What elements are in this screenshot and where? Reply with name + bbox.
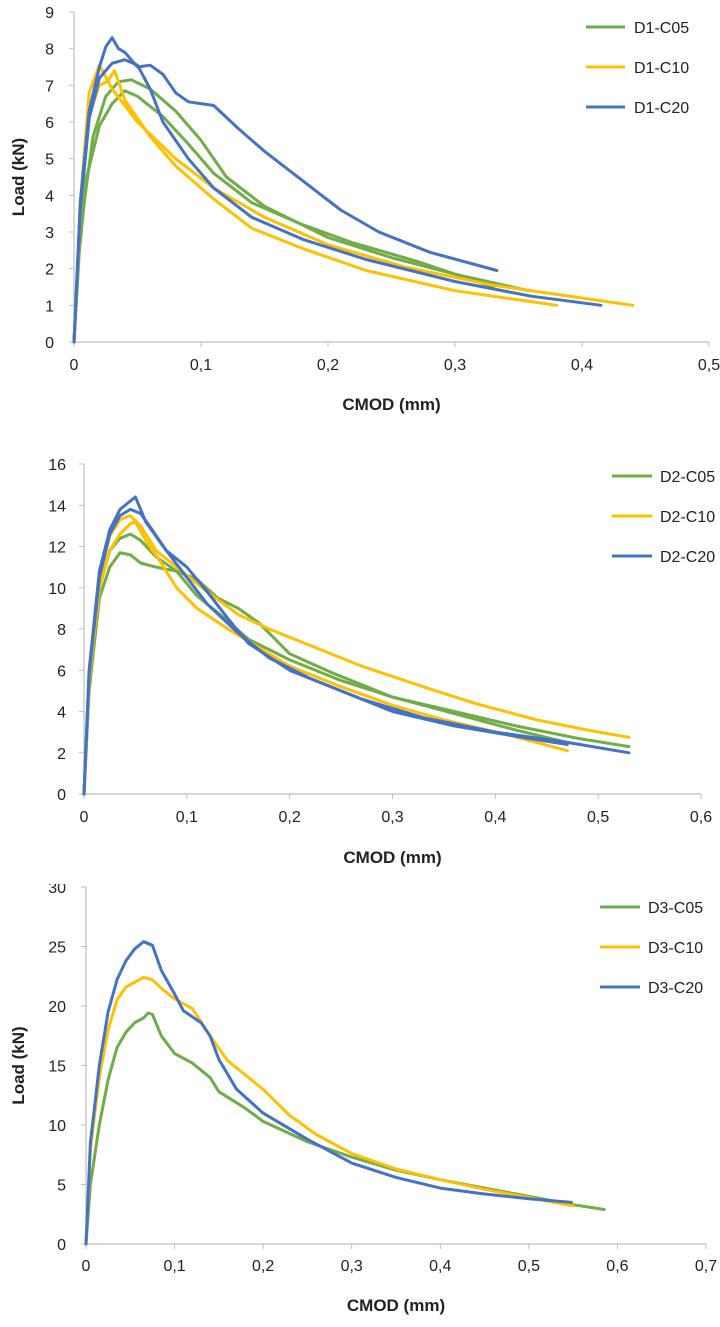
x-axis-title: CMOD (mm) — [342, 395, 440, 414]
series-d2-c20 — [82, 495, 631, 796]
y-tick-label: 6 — [57, 663, 66, 680]
y-tick-label: 20 — [48, 999, 66, 1016]
y-tick-label: 14 — [48, 498, 66, 515]
x-tick-label: 0,5 — [518, 1258, 540, 1275]
x-tick-label: 0 — [82, 1258, 91, 1275]
series-d3-c20 — [84, 940, 573, 1246]
x-tick-label: 0,1 — [163, 1258, 185, 1275]
x-tick-label: 0,4 — [571, 357, 593, 374]
chart-panel-d3: 0 5 10 15 20 25 30 0 0,1 0,2 0,3 0,4 0,5 0,6 0,7 CMOD (… — [0, 884, 720, 1326]
legend-label-d2-c05: D2-C05 — [660, 469, 715, 486]
y-tick-label: 16 — [48, 457, 66, 474]
legend-label-d2-c10: D2-C10 — [660, 509, 715, 526]
y-tick-label: 9 — [45, 5, 54, 22]
x-axis-title: CMOD (mm) — [343, 848, 441, 867]
series-d2-c10 — [82, 514, 631, 796]
x-tick-label: 0 — [70, 357, 79, 374]
y-tick-label: 30 — [48, 884, 66, 897]
y-tick-label: 15 — [48, 1059, 66, 1076]
series-line-d2-c20-1 — [82, 495, 569, 796]
legend-label-d3-c05: D3-C05 — [648, 900, 703, 917]
legend-label-d3-c10: D3-C10 — [648, 940, 703, 957]
y-tick-label: 12 — [48, 540, 66, 557]
series-line-d3-c10-1 — [84, 975, 575, 1246]
y-tick-label: 4 — [45, 188, 54, 205]
series-d1-c20 — [72, 36, 603, 344]
y-tick-label: 0 — [45, 335, 54, 352]
series-d3-c05 — [84, 1011, 606, 1246]
y-axis-title: Load (kN) — [9, 138, 28, 216]
y-tick-label: 6 — [45, 115, 54, 132]
legend-label-d2-c20: D2-C20 — [660, 549, 715, 566]
y-tick-label: 10 — [48, 581, 66, 598]
x-tick-label: 0,1 — [190, 357, 212, 374]
x-tick-label: 0,2 — [279, 809, 301, 826]
y-tick-label: 8 — [45, 42, 54, 59]
legend-label-d1-c10: D1-C10 — [634, 60, 689, 77]
x-tick-label: 0,2 — [317, 357, 339, 374]
y-tick-label: 1 — [45, 298, 54, 315]
x-tick-label: 0,3 — [381, 809, 403, 826]
series-line-d1-c10-2 — [72, 63, 635, 344]
x-tick-label: 0,6 — [690, 809, 712, 826]
y-tick-label: 0 — [57, 787, 66, 804]
x-tick-label: 0,4 — [484, 809, 506, 826]
series-line-d1-c05-2 — [72, 78, 531, 344]
series-line-d3-c05-1 — [84, 1011, 606, 1246]
chart-d1: 0 1 2 3 4 5 6 7 8 9 0 0,1 0,2 0,3 0,4 0,5 CMOD (mm) Load … — [9, 5, 720, 414]
series-d1-c05 — [72, 78, 531, 344]
legend-label-d3-c20: D3-C20 — [648, 980, 703, 997]
y-tick-label: 2 — [45, 262, 54, 279]
series-d3-c10 — [84, 975, 575, 1246]
legend-label-d1-c05: D1-C05 — [634, 20, 689, 37]
y-tick-label: 8 — [57, 622, 66, 639]
chart-d2: 0 2 4 6 8 10 12 14 16 0 0,1 0,2 0,3 0,4 0,5 0,6 CMOD (mm… — [48, 457, 715, 867]
chart-panel-d2: 0 2 4 6 8 10 12 14 16 0 0,1 0,2 0,3 0,4 0,5 0,6 CMOD (mm… — [0, 442, 720, 884]
x-tick-label: 0,3 — [341, 1258, 363, 1275]
series-line-d1-c20-2 — [72, 58, 603, 344]
x-tick-label: 0,6 — [606, 1258, 628, 1275]
chart-d3: 0 5 10 15 20 25 30 0 0,1 0,2 0,3 0,4 0,5 0,6 0,7 CMOD (… — [9, 884, 717, 1315]
series-line-d3-c20-1 — [84, 940, 573, 1246]
y-tick-label: 0 — [57, 1237, 66, 1254]
y-tick-label: 10 — [48, 1118, 66, 1135]
y-tick-label: 3 — [45, 225, 54, 242]
x-tick-label: 0 — [80, 809, 89, 826]
series-line-d2-c20-2 — [82, 507, 631, 796]
series-line-d1-c20-1 — [72, 36, 499, 344]
series-line-d1-c10-1 — [72, 69, 559, 344]
series-line-d2-c10-1 — [82, 520, 569, 796]
y-tick-label: 5 — [57, 1178, 66, 1195]
x-tick-label: 0,1 — [176, 809, 198, 826]
x-tick-label: 0,5 — [587, 809, 609, 826]
x-tick-label: 0,7 — [695, 1258, 717, 1275]
legend-label-d1-c20: D1-C20 — [634, 100, 689, 117]
y-tick-label: 2 — [57, 746, 66, 763]
x-tick-label: 0,5 — [698, 357, 720, 374]
x-tick-label: 0,4 — [429, 1258, 451, 1275]
y-tick-label: 7 — [45, 78, 54, 95]
chart-panel-d1: 0 1 2 3 4 5 6 7 8 9 0 0,1 0,2 0,3 0,4 0,5 CMOD (mm) Load … — [0, 0, 720, 442]
y-axis-title: Load (kN) — [9, 1026, 28, 1104]
y-tick-label: 5 — [45, 152, 54, 169]
series-line-d2-c10-2 — [82, 514, 631, 796]
x-tick-label: 0,2 — [252, 1258, 274, 1275]
x-tick-label: 0,3 — [444, 357, 466, 374]
x-axis-title: CMOD (mm) — [347, 1296, 445, 1315]
y-tick-label: 25 — [48, 940, 66, 957]
y-tick-label: 4 — [57, 705, 66, 722]
